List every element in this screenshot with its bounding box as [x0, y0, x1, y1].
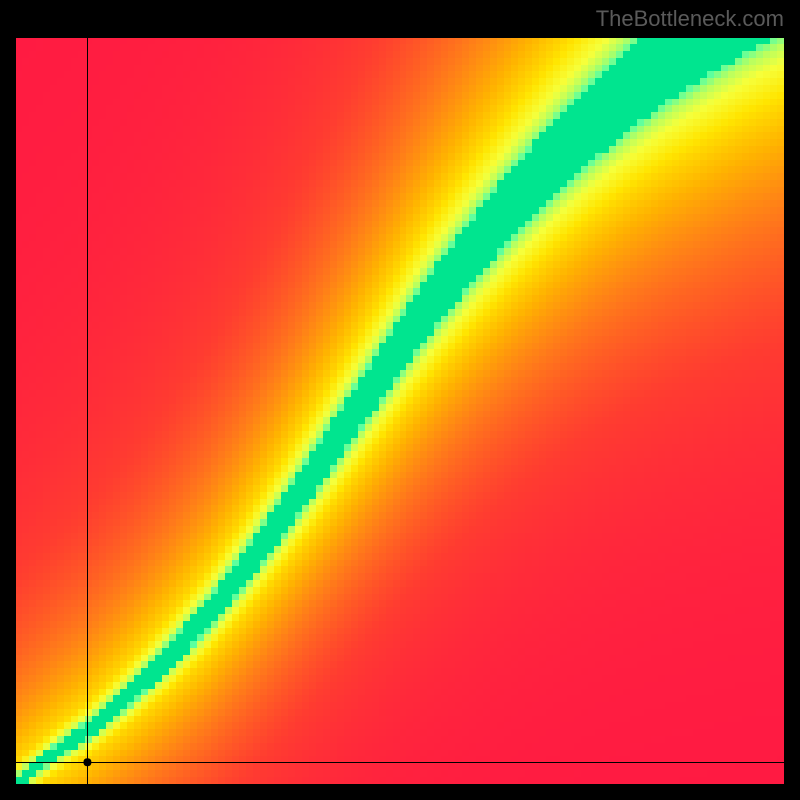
chart-container: TheBottleneck.com: [0, 0, 800, 800]
attribution-text: TheBottleneck.com: [596, 6, 784, 32]
heatmap-canvas: [0, 0, 800, 800]
